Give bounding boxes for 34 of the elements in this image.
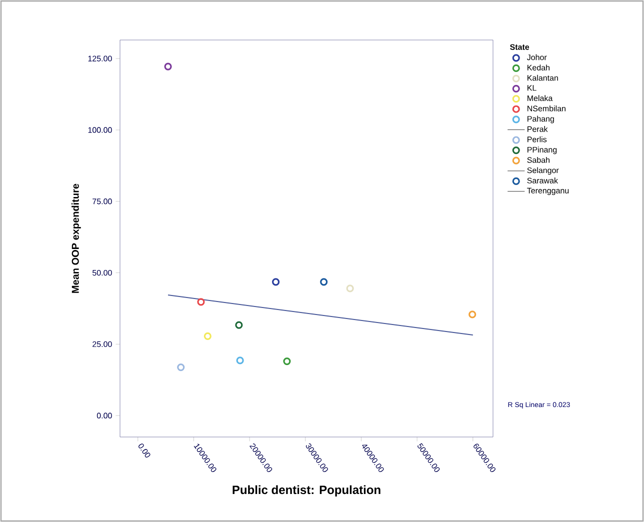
legend-label: Pahang	[528, 116, 554, 124]
y-tick-label: 25.00	[92, 341, 112, 348]
point	[468, 310, 476, 318]
legend-label: KL	[528, 85, 536, 91]
point	[320, 278, 328, 286]
point	[346, 284, 354, 292]
y-axis-title: Mean OOP expenditure	[72, 184, 81, 293]
legend-label: Johor	[526, 54, 547, 60]
point	[236, 356, 244, 364]
legend-label: Perlis	[528, 136, 547, 142]
y-tick-label: 75.00	[92, 198, 112, 204]
point	[204, 332, 212, 340]
point	[164, 62, 172, 70]
y-tick-label: 100.00	[88, 127, 112, 133]
point	[197, 298, 205, 306]
legend-title: State	[510, 44, 530, 50]
legend-label: Kedah	[528, 64, 550, 70]
point	[235, 321, 243, 329]
point	[177, 364, 185, 372]
legend-label: PPinang	[528, 146, 557, 154]
point	[283, 358, 291, 366]
legend-label: Perak	[528, 126, 548, 132]
y-tick-label: 50.00	[92, 270, 112, 276]
y-tick-label: 125.00	[88, 56, 112, 62]
legend-label: Melaka	[528, 95, 553, 102]
legend-label: Kalantan	[528, 74, 558, 81]
legend-label: Sabah	[527, 156, 550, 163]
point	[272, 278, 280, 286]
y-tick-label: 0.00	[96, 412, 112, 418]
legend-label: Selangor	[527, 167, 559, 175]
x-axis-title: Public dentist: Population	[232, 485, 380, 496]
legend-label: Sarawak	[527, 178, 558, 184]
legend-label: Terengganu	[527, 188, 569, 196]
legend-label: NSembilan	[528, 105, 566, 112]
